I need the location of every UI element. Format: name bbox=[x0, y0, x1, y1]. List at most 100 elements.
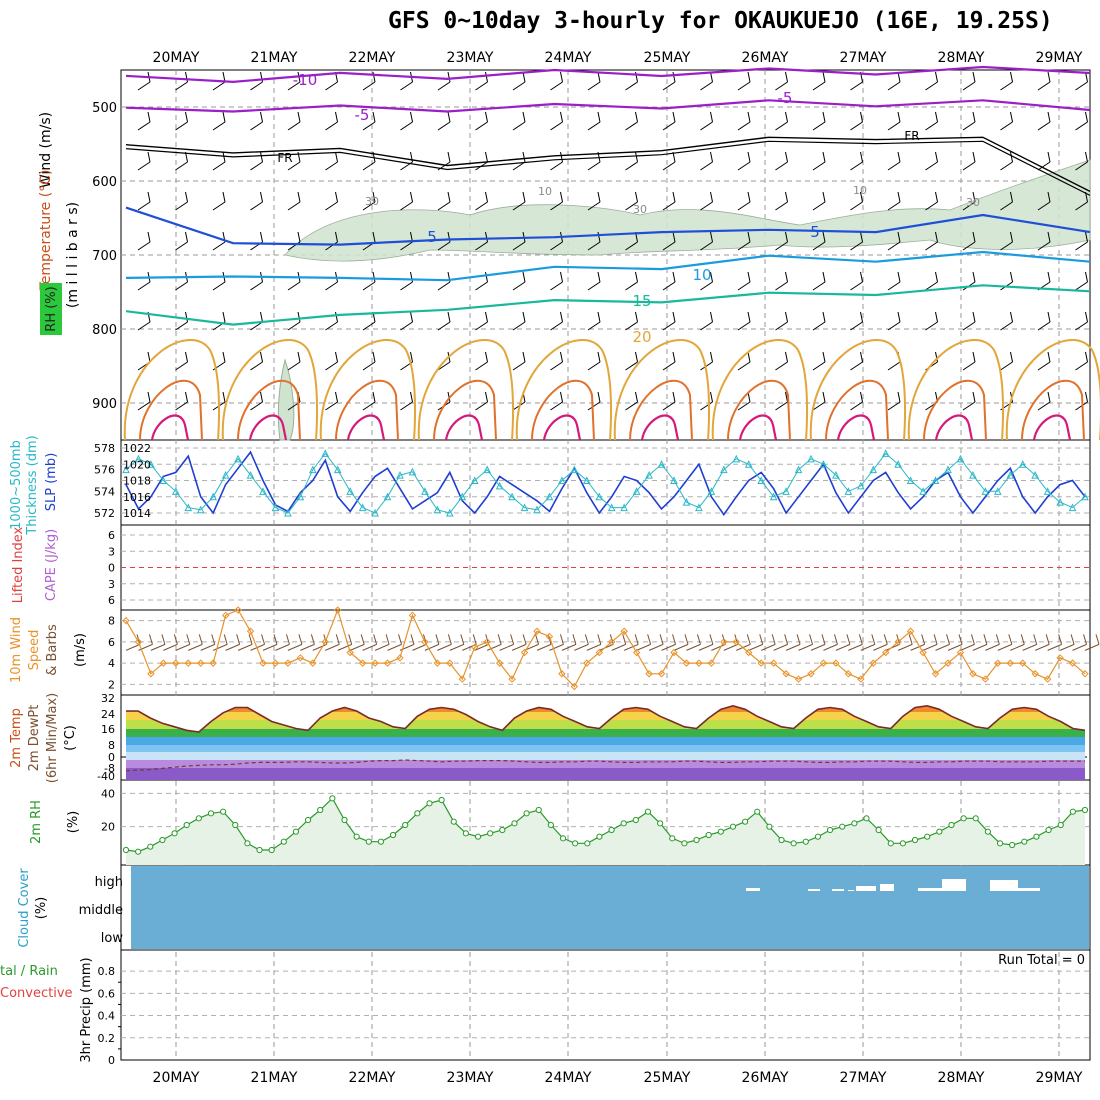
rh2m-point bbox=[608, 826, 615, 834]
wind-barb bbox=[785, 271, 788, 283]
wind-barb bbox=[587, 321, 601, 331]
rh2m-point bbox=[559, 835, 567, 842]
wind-barb bbox=[897, 311, 901, 323]
wind-speed-point bbox=[358, 659, 367, 667]
thickness-point bbox=[906, 476, 915, 484]
isotherm-label: 20 bbox=[632, 328, 651, 346]
wind-barb bbox=[1047, 71, 1051, 83]
thickness-point bbox=[807, 454, 815, 463]
isotherm-20-lobe bbox=[1005, 339, 1100, 441]
wind-speed-point bbox=[421, 638, 429, 646]
rh2m-ylabels: 2m RH (%) bbox=[29, 800, 81, 844]
wind-barb-10m bbox=[1059, 643, 1075, 651]
wind-speed-point bbox=[371, 659, 379, 667]
wind-barb bbox=[587, 401, 601, 411]
wind-barb bbox=[700, 121, 713, 131]
wind-barb bbox=[822, 351, 826, 363]
rh2m-point bbox=[547, 821, 554, 829]
wind-barb bbox=[962, 241, 976, 251]
isotherm-20-lobe bbox=[319, 339, 417, 441]
wind-barb bbox=[887, 161, 901, 171]
thickness-point bbox=[670, 476, 678, 484]
wind-barb bbox=[1047, 231, 1051, 243]
isotherm-25-lobe bbox=[531, 379, 595, 441]
thickness-point bbox=[1056, 498, 1064, 506]
wind-barb bbox=[775, 361, 788, 371]
wind-barb bbox=[512, 321, 526, 331]
wind-barb-10m bbox=[1083, 634, 1088, 645]
wind-barb bbox=[785, 391, 788, 403]
wind-speed-point bbox=[134, 638, 143, 646]
wind-barb-10m bbox=[410, 634, 415, 645]
wind-speed-point bbox=[209, 659, 217, 667]
wind-barb bbox=[1075, 161, 1088, 171]
wind-barb bbox=[710, 271, 713, 283]
wind-barb bbox=[147, 151, 151, 163]
wind-barb bbox=[587, 201, 601, 211]
wind-barb bbox=[1075, 241, 1088, 251]
thickness-point bbox=[994, 487, 1002, 495]
wind-barb bbox=[147, 391, 151, 403]
wind-barb-10m bbox=[186, 634, 191, 645]
rh2m-point bbox=[960, 815, 967, 822]
wind-tick-label: 4 bbox=[108, 657, 115, 670]
wind-speed-point bbox=[695, 659, 703, 667]
date-label-top: 24MAY bbox=[545, 50, 592, 66]
wind-barb bbox=[1037, 321, 1051, 331]
thickness-label: 1000~500mb bbox=[9, 440, 24, 530]
thickness-point bbox=[321, 449, 330, 457]
wind-barb bbox=[887, 361, 901, 371]
wind-barb bbox=[812, 81, 826, 91]
wind-barb bbox=[597, 351, 601, 363]
wind-barb bbox=[850, 361, 863, 371]
wind-barb-10m bbox=[150, 643, 166, 651]
wind-speed-point bbox=[595, 648, 603, 657]
wind-barb bbox=[925, 81, 938, 91]
wind-barb bbox=[935, 71, 938, 83]
wind-barb bbox=[587, 81, 601, 91]
wind-barb bbox=[747, 231, 751, 243]
wind-speed-point bbox=[533, 627, 541, 635]
panel-frames bbox=[120, 69, 1091, 1061]
rh2m-point bbox=[474, 833, 482, 840]
rh-label: RH (%) bbox=[44, 286, 59, 331]
wind-barb-10m bbox=[1008, 634, 1013, 645]
wind-barb bbox=[222, 311, 226, 323]
thickness-point bbox=[284, 508, 292, 517]
thickness-point bbox=[844, 487, 853, 495]
wind-barb bbox=[560, 71, 563, 83]
wind-barb bbox=[887, 201, 901, 211]
wind-barb bbox=[597, 111, 601, 123]
wind-barb bbox=[297, 311, 301, 323]
thickness-point bbox=[296, 492, 305, 501]
wind-barb bbox=[560, 391, 563, 403]
wind-barb bbox=[550, 81, 563, 91]
wind-barb bbox=[887, 281, 901, 291]
wind-barb bbox=[597, 191, 601, 203]
wind-barb bbox=[662, 161, 676, 171]
wind-barb-10m bbox=[871, 634, 876, 645]
wind-barb bbox=[410, 311, 413, 323]
wind-barb bbox=[1075, 121, 1088, 131]
wind-barb bbox=[1010, 111, 1013, 123]
rh2m-point bbox=[268, 846, 275, 854]
rh2m-point bbox=[220, 808, 227, 815]
thickness-point bbox=[769, 492, 778, 501]
precip-tick-label: 0.6 bbox=[98, 987, 116, 1000]
wind-speed-point bbox=[284, 659, 292, 667]
wind-barb bbox=[662, 121, 676, 131]
wind-barb bbox=[1047, 311, 1051, 323]
wind-barb-10m bbox=[1047, 643, 1062, 651]
wind-barb-10m bbox=[499, 643, 514, 651]
wind-barb bbox=[372, 231, 376, 243]
wind-barb-10m bbox=[760, 643, 776, 651]
wind-barb bbox=[185, 71, 188, 83]
wind-barb bbox=[672, 351, 676, 363]
thickness-point bbox=[981, 487, 990, 495]
wind-barb bbox=[962, 321, 976, 331]
wind-barb bbox=[447, 71, 451, 83]
wind-speed-point bbox=[981, 675, 990, 683]
wind-barb bbox=[887, 121, 901, 131]
wind-barb bbox=[475, 81, 488, 91]
wind-barb bbox=[475, 281, 488, 291]
